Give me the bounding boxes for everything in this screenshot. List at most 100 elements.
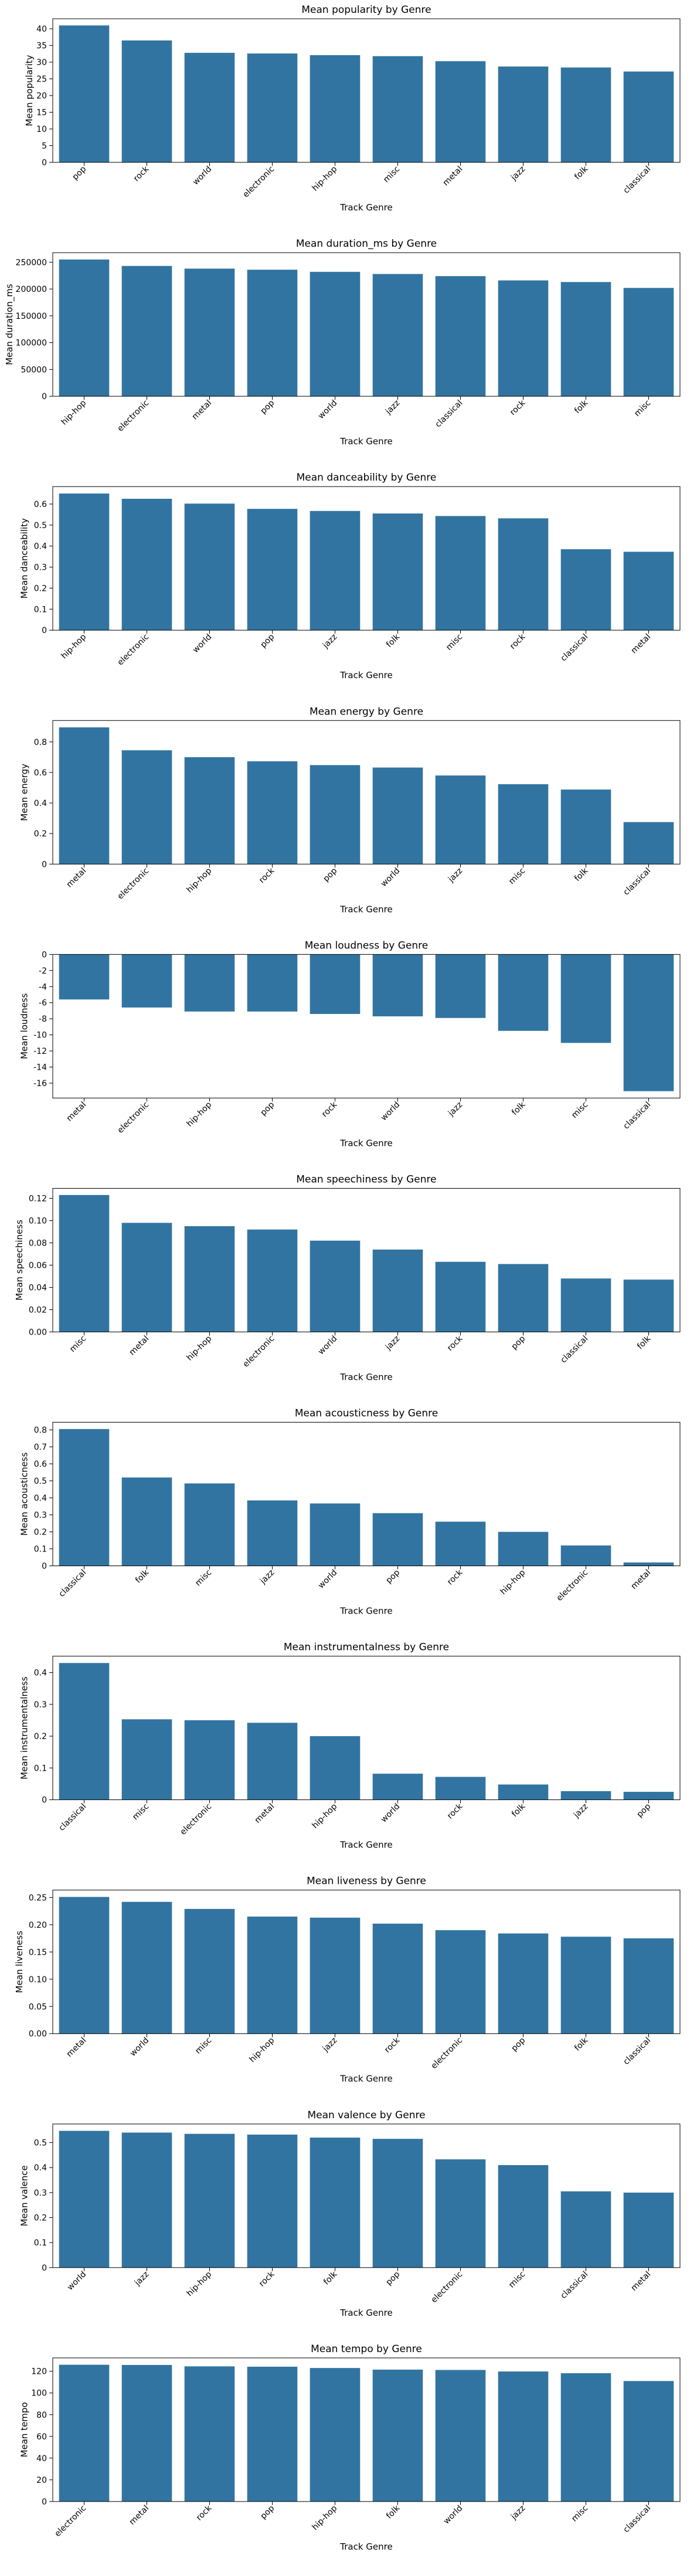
chart-panel: Mean speechiness by Genre 0.00 0.02 0.04 0.0… (14, 1173, 681, 1382)
bar-classical (623, 2381, 674, 2502)
y-tick-label: 0.3 (34, 1700, 47, 1710)
x-tick-label: classical (57, 1568, 88, 1599)
y-tick-label: 0 (42, 2264, 47, 2273)
x-tick-label: electronic (115, 866, 151, 901)
bar-misc (184, 1483, 235, 1566)
x-tick-label: jazz (321, 632, 339, 651)
x-tick-label: pop (259, 1100, 276, 1118)
bar-jazz (372, 1249, 423, 1332)
bar-electronic (560, 1545, 611, 1566)
x-tick-label: classical (559, 632, 590, 663)
bar-world (435, 2370, 486, 2502)
y-axis-label: Mean loudness (19, 993, 30, 1059)
y-tick-label: 0.3 (34, 1511, 47, 1520)
x-axis-label: Track Genre (339, 2074, 392, 2084)
x-tick-label: electronic (555, 1568, 590, 1603)
x-tick-label: classical (621, 1100, 652, 1131)
y-tick-label: 0.8 (34, 738, 47, 747)
x-axis-label: Track Genre (339, 670, 392, 680)
y-axis-label: Mean danceability (19, 518, 30, 598)
x-tick-label: pop (509, 2036, 527, 2053)
bar-pop (247, 954, 298, 1012)
bar-folk (623, 1280, 674, 1332)
x-tick-label: world (317, 1568, 339, 1591)
bar-hip-hop (310, 55, 361, 163)
x-tick-label: folk (510, 1802, 528, 1819)
bar-misc (184, 1908, 235, 2034)
chart-title: Mean energy by Genre (310, 706, 423, 717)
y-tick-label: 120 (31, 2367, 47, 2377)
y-tick-label: 0.2 (34, 1528, 47, 1537)
bar-metal (59, 727, 110, 865)
y-tick-label: 0 (42, 950, 47, 959)
bar-rock (435, 1777, 486, 1800)
bar-jazz (310, 511, 361, 631)
bar-folk (560, 282, 611, 397)
y-tick-label: 60 (36, 2432, 47, 2442)
x-tick-label: world (442, 2503, 465, 2526)
x-tick-label: hip-hop (185, 1334, 214, 1363)
x-tick-label: rock (132, 164, 151, 183)
y-tick-label: 0.00 (29, 1328, 47, 1337)
bar-pop (59, 25, 110, 162)
y-tick-label: 0.5 (34, 2139, 47, 2148)
plot-frame (52, 2357, 681, 2502)
y-tick-label: 0.2 (34, 2214, 47, 2223)
bar-rock (310, 954, 361, 1014)
x-tick-label: metal (65, 866, 89, 890)
bar-metal (184, 268, 235, 397)
x-tick-label: jazz (321, 2036, 339, 2054)
y-tick-label: 0.15 (29, 1948, 47, 1957)
x-tick-label: folk (573, 866, 590, 883)
y-tick-label: 0.4 (34, 799, 47, 808)
x-tick-label: metal (191, 399, 214, 422)
chart-panel: Mean danceability by Genre 0 0.1 0.2 0.3 0.4 0… (19, 472, 681, 680)
x-tick-label: classical (433, 399, 464, 430)
chart-title: Mean duration_ms by Genre (296, 238, 437, 250)
x-tick-label: misc (570, 1100, 590, 1120)
bar-hip-hop (310, 2368, 361, 2502)
bar-hip-hop (59, 259, 110, 397)
x-tick-label: metal (630, 1568, 653, 1591)
y-tick-label: 0 (42, 2497, 47, 2507)
x-tick-label: world (128, 2036, 151, 2058)
bar-pop (498, 1264, 549, 1332)
bar-electronic (184, 1720, 235, 1800)
y-tick-label: 0.12 (29, 1195, 47, 1204)
x-tick-label: rock (446, 1567, 465, 1587)
bar-classical (623, 72, 674, 162)
x-tick-label: hip-hop (185, 1100, 214, 1129)
x-tick-label: folk (573, 164, 590, 182)
bar-classical (59, 1429, 110, 1566)
bar-jazz (435, 775, 486, 865)
x-tick-label: metal (253, 1802, 277, 1825)
chart-title: Mean danceability by Genre (297, 472, 437, 484)
y-tick-label: 15 (36, 108, 47, 118)
bar-hip-hop (184, 2133, 235, 2268)
x-tick-label: folk (573, 398, 590, 416)
bar-jazz (435, 954, 486, 1018)
y-tick-label: 0.00 (29, 2030, 47, 2039)
bar-electronic (435, 2159, 486, 2268)
bar-hip-hop (184, 1226, 235, 1332)
y-tick-label: 0.4 (34, 1494, 47, 1503)
x-tick-label: pop (635, 1802, 652, 1819)
chart-panel: Mean popularity by Genre 0 5 10 15 20 25 30 35 40… (24, 4, 681, 213)
bar-world (372, 767, 423, 865)
y-tick-label: 0.2 (34, 829, 47, 839)
x-tick-label: rock (446, 1333, 465, 1353)
x-tick-label: world (379, 866, 402, 889)
x-tick-label: folk (635, 1333, 653, 1351)
chart-title: Mean liveness by Genre (307, 1876, 426, 1887)
chart-panel: Mean duration_ms by Genre 0 50000 100000 150… (4, 238, 681, 447)
y-tick-label: 0.04 (29, 1283, 47, 1292)
bar-folk (310, 2138, 361, 2268)
bar-metal (59, 1897, 110, 2034)
y-axis-label: Mean tempo (19, 2402, 30, 2457)
x-tick-label: pop (321, 866, 339, 884)
bar-jazz (498, 2371, 549, 2502)
x-tick-label: jazz (446, 1100, 464, 1118)
y-tick-label: 0.2 (34, 1732, 47, 1741)
y-tick-label: 20 (36, 91, 47, 101)
x-tick-label: metal (65, 2036, 89, 2059)
